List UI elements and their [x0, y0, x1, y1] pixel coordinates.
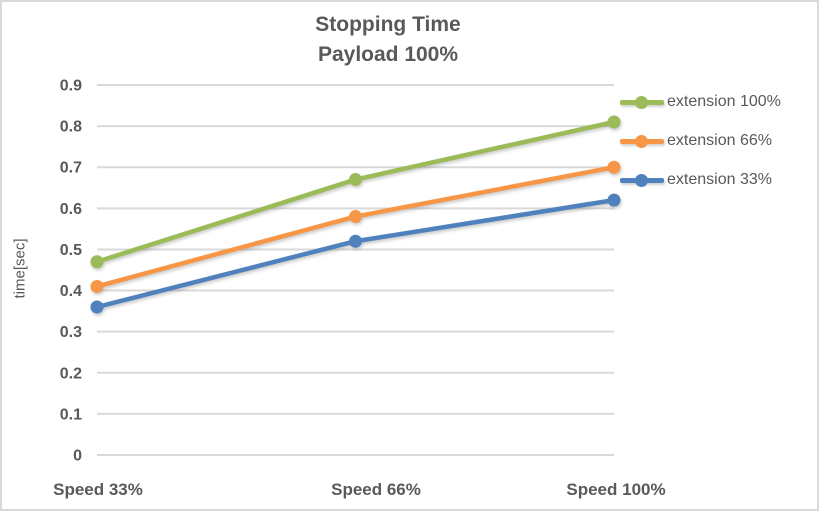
legend-label: extension 33%	[667, 171, 772, 188]
legend-marker-line	[620, 134, 664, 148]
data-point-marker	[607, 115, 621, 129]
legend-label: extension 66%	[667, 132, 772, 149]
legend-marker-line	[620, 173, 664, 187]
data-point-marker	[607, 160, 621, 174]
y-tick-label: 0.5	[60, 242, 82, 259]
series-extension-100%	[90, 115, 621, 269]
y-tick-label: 0.4	[60, 283, 82, 300]
chart-title: Stopping Time Payload 100%	[2, 10, 774, 71]
data-point-marker	[607, 193, 621, 207]
y-tick-label: 0	[73, 448, 82, 465]
chart-title-line2: Payload 100%	[317, 43, 459, 67]
y-tick-label: 0.7	[60, 160, 82, 177]
y-tick-label: 0.8	[60, 119, 82, 136]
legend-marker-line	[620, 95, 664, 109]
series-extension-33%	[90, 193, 621, 314]
legend-marker-dot	[635, 173, 648, 187]
legend-entry-extension-33%: extension 33%	[620, 169, 772, 191]
legend-marker-dot	[635, 95, 648, 109]
y-tick-label: 0.1	[60, 406, 82, 423]
data-point-marker	[90, 300, 104, 314]
y-tick-label: 0.9	[60, 78, 82, 95]
data-point-marker	[90, 255, 104, 269]
y-tick-label: 0.6	[60, 201, 82, 218]
legend-entry-extension-100%: extension 100%	[620, 91, 781, 113]
data-point-marker	[90, 279, 104, 293]
y-tick-label: 0.3	[60, 324, 82, 341]
series-extension-66%	[90, 160, 621, 293]
chart-title-line1: Stopping Time	[315, 13, 461, 36]
data-point-marker	[349, 210, 362, 224]
legend-entry-extension-66%: extension 66%	[620, 130, 772, 152]
data-point-marker	[349, 173, 362, 187]
data-point-marker	[349, 234, 362, 248]
legend-marker-dot	[635, 134, 648, 148]
x-category-label: Speed 33%	[53, 480, 143, 499]
x-category-label: Speed 66%	[331, 480, 421, 499]
x-category-label: Speed 100%	[566, 480, 665, 499]
legend-label: extension 100%	[667, 93, 781, 110]
y-tick-label: 0.2	[60, 365, 82, 382]
